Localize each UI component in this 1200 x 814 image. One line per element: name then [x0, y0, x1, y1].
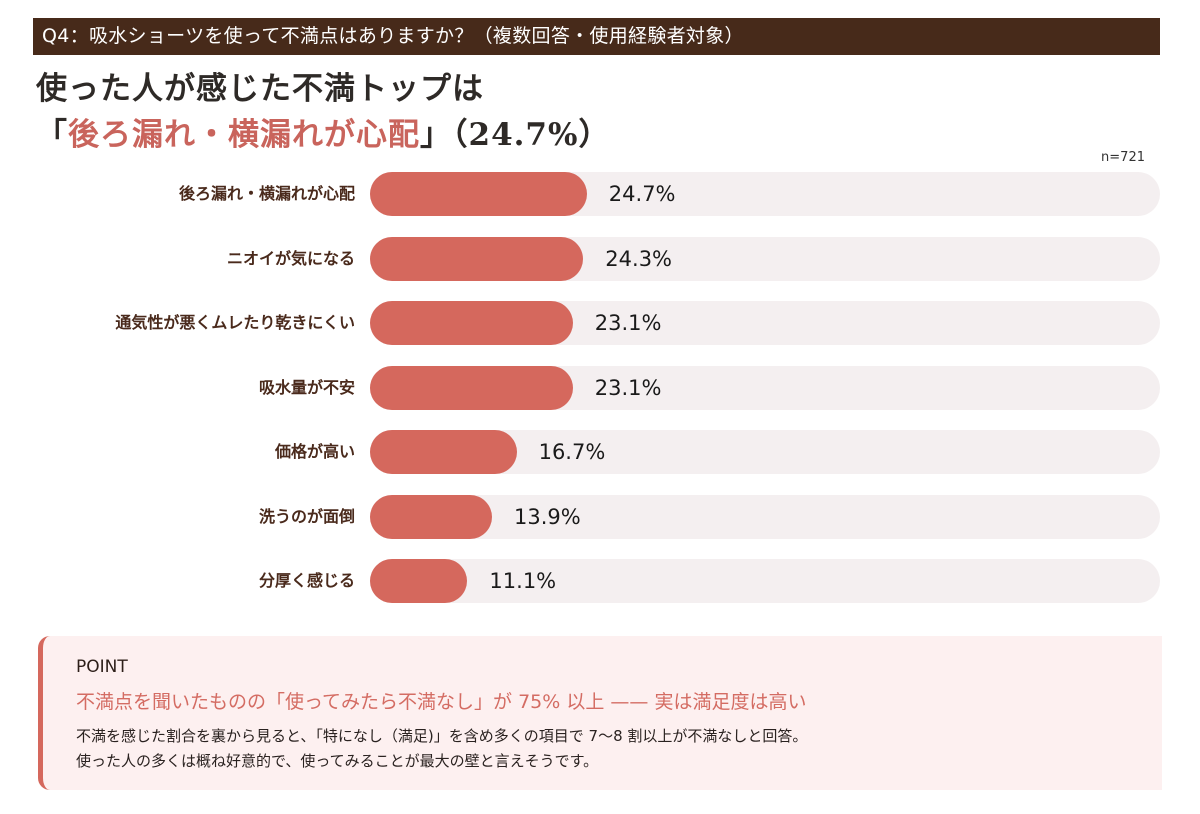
- category-label: 通気性が悪くムレたり乾きにくい: [115, 313, 355, 332]
- bar-row: 洗うのが面倒 13.9%: [0, 494, 1200, 539]
- close-bracket: 」: [420, 117, 452, 153]
- point-body: 不満を感じた割合を裏から見ると、「特になし（満足)」を含め多くの項目で 7～8 …: [76, 724, 807, 774]
- bar-row: 価格が高い 16.7%: [0, 430, 1200, 474]
- point-body-line1: 不満を感じた割合を裏から見ると、「特になし（満足)」を含め多くの項目で 7～8 …: [76, 727, 808, 745]
- bar-fill: [370, 559, 468, 603]
- bar-fill: [370, 365, 573, 410]
- point-body-line2: 使った人の多くは概ね好意的で、使ってみることが最大の壁と言えそうです。: [76, 752, 599, 770]
- bar-fill: [370, 301, 573, 345]
- point-headline: 不満点を聞いたものの「使ってみたら不満なし」が 75% 以上 —— 実は満足度は…: [76, 691, 807, 713]
- point-title: POINT: [76, 657, 128, 677]
- category-label: 後ろ漏れ・横漏れが心配: [178, 184, 355, 203]
- headline-suffix: （24.7%）: [452, 117, 611, 153]
- value-label: 23.1%: [594, 375, 662, 400]
- headline: 使った人が感じた不満トップは 「後ろ漏れ・横漏れが心配」（24.7%）: [36, 66, 610, 158]
- headline-line1: 使った人が感じた不満トップは: [36, 71, 484, 107]
- category-label: 分厚く感じる: [258, 571, 355, 590]
- question-header: Q4：吸水ショーツを使って不満点はありますか？（複数回答・使用経験者対象）: [33, 18, 1160, 55]
- value-label: 24.7%: [608, 182, 676, 206]
- headline-accent: 後ろ漏れ・横漏れが心配: [68, 117, 420, 153]
- bar-row: 分厚く感じる 11.1%: [0, 559, 1200, 603]
- value-label: 16.7%: [538, 440, 606, 464]
- bar-row: ニオイが気になる 24.3%: [0, 236, 1200, 281]
- category-label: 価格が高い: [274, 442, 355, 461]
- bar-track: [370, 559, 1160, 603]
- category-label: 洗うのが面倒: [258, 506, 355, 526]
- headline-line2: 「後ろ漏れ・横漏れが心配」（24.7%）: [36, 112, 610, 158]
- bar-fill: [370, 430, 517, 474]
- sample-size: n=721: [1101, 150, 1145, 165]
- value-label: 23.1%: [594, 311, 662, 335]
- bar-fill: [370, 494, 492, 539]
- category-label: 吸水量が不安: [258, 377, 355, 397]
- bar-track: [370, 494, 1160, 539]
- value-label: 13.9%: [514, 504, 581, 529]
- bar-row: 吸水量が不安 23.1%: [0, 365, 1200, 410]
- value-label: 11.1%: [489, 569, 557, 593]
- bar-fill: [370, 236, 584, 281]
- open-bracket: 「: [36, 117, 68, 153]
- bar-fill: [370, 172, 587, 216]
- bar-row: 通気性が悪くムレたり乾きにくい 23.1%: [0, 301, 1200, 345]
- bar-row: 後ろ漏れ・横漏れが心配 24.7%: [0, 172, 1200, 216]
- point-box: POINT 不満点を聞いたものの「使ってみたら不満なし」が 75% 以上 —— …: [38, 636, 1162, 790]
- category-label: ニオイが気になる: [226, 248, 355, 268]
- value-label: 24.3%: [605, 246, 673, 271]
